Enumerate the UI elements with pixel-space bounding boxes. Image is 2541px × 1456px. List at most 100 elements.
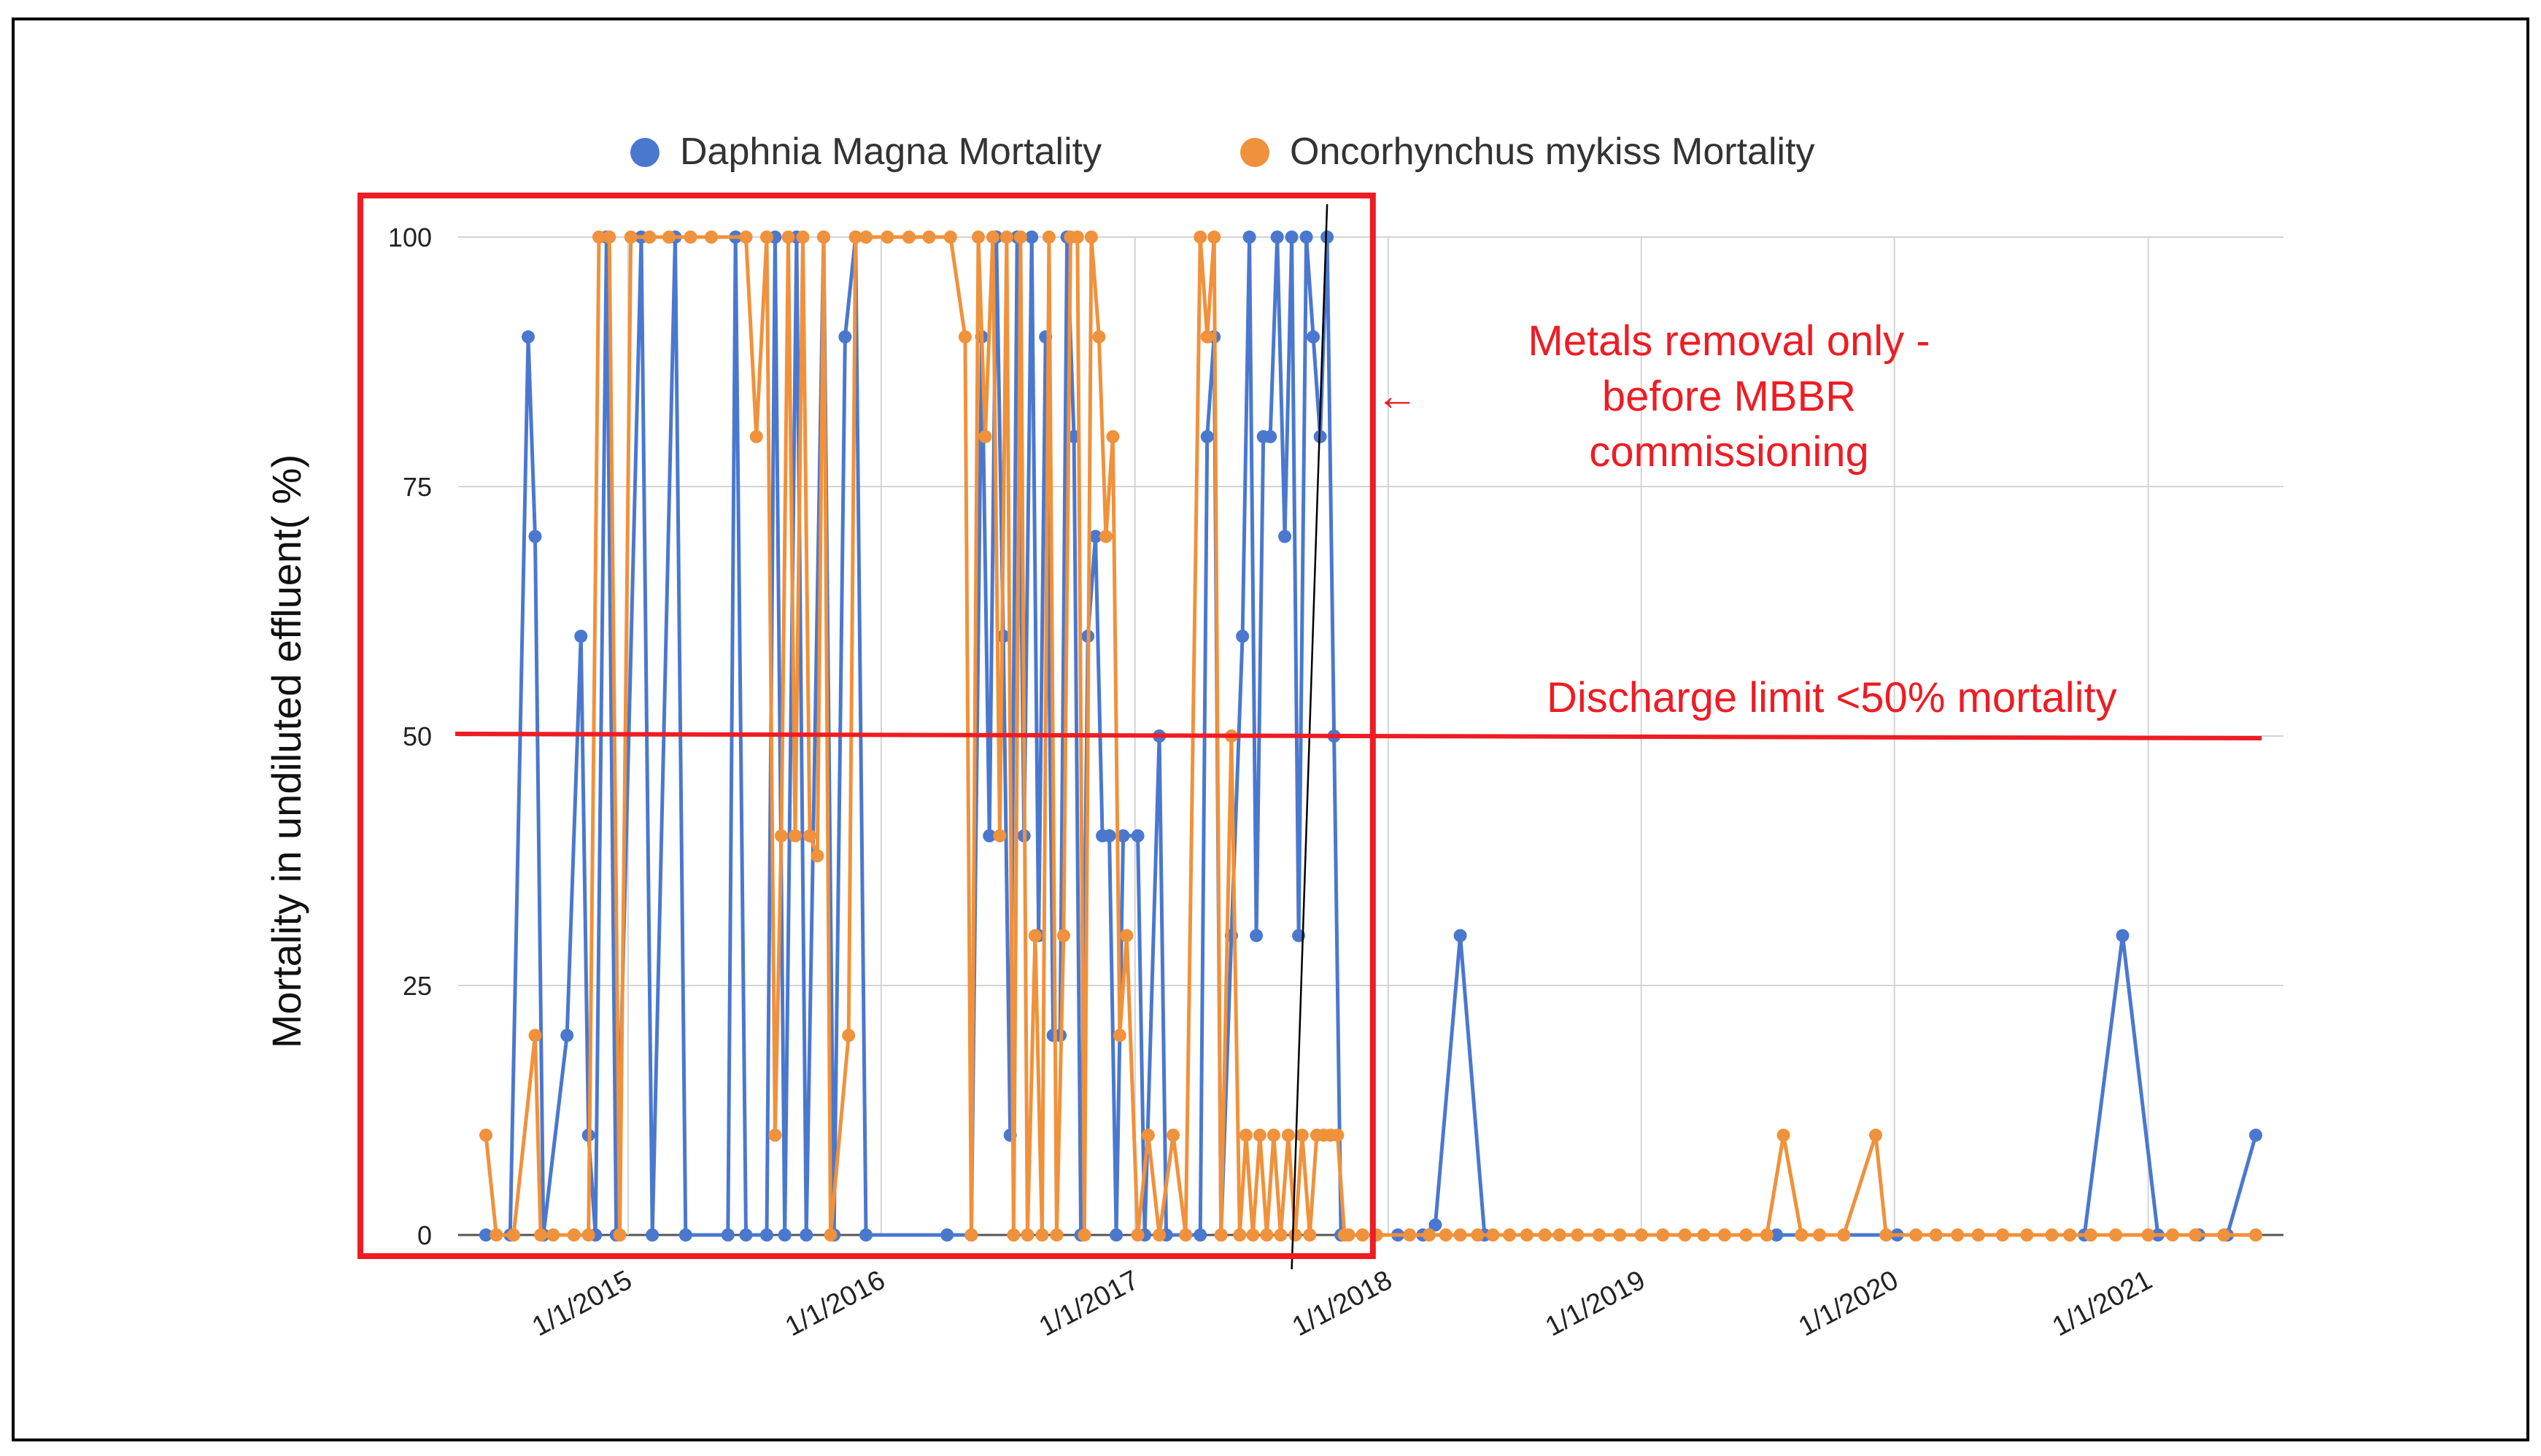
data-point [1697,1228,1711,1242]
data-point [1266,1128,1280,1142]
data-point [2116,929,2130,942]
data-point [1471,1228,1485,1242]
legend: Daphnia Magna Mortality Oncorhynchus myk… [630,131,1815,173]
data-point [1092,330,1106,344]
data-point [983,829,997,843]
x-tick-label: 1/1/2021 [2048,1265,2157,1343]
data-point [1439,1228,1453,1242]
data-point [1236,630,1250,643]
data-point [1242,231,1256,244]
data-point [2189,1228,2202,1242]
data-point [1239,1128,1253,1142]
data-point [613,1228,627,1242]
box-label-line-1: Metals removal only - [1528,317,1930,365]
data-point [1422,1228,1436,1242]
data-point [1270,231,1284,244]
data-point [800,1228,813,1242]
data-point [1116,829,1130,843]
data-point [943,231,957,244]
x-tick-label: 1/1/2017 [1034,1265,1144,1343]
y-tick-label: 25 [403,971,432,1001]
data-point [528,530,542,543]
data-point [1879,1228,1893,1242]
data-point [1179,1228,1193,1242]
data-point [1274,1228,1288,1242]
data-point [678,1228,692,1242]
data-point [1214,1228,1228,1242]
data-point [1207,231,1221,244]
data-point [2109,1228,2122,1242]
data-point [760,231,773,244]
data-point [646,1228,660,1242]
data-point [817,231,830,244]
data-point [721,1228,735,1242]
y-tick-label: 100 [388,222,432,252]
data-point [534,1228,548,1242]
data-point [1592,1228,1606,1242]
data-point [1088,530,1102,543]
data-point [922,231,936,244]
data-point [1760,1228,1774,1242]
data-point [940,1228,954,1242]
data-point [1403,1228,1417,1242]
data-point [1295,1128,1309,1142]
data-point [859,231,873,244]
series-oncorhynchus [479,231,2262,1242]
data-point [1050,1228,1064,1242]
data-point [1021,1228,1034,1242]
data-point [1303,1228,1317,1242]
data-point [574,630,588,643]
data-point [1951,1228,1965,1242]
data-point [1453,1228,1467,1242]
y-tick-label: 75 [403,472,432,502]
x-tick-label: 1/1/2020 [1794,1265,1903,1343]
data-point [1028,929,1042,942]
data-point [1453,929,1467,942]
data-point [1013,231,1027,244]
data-point [760,1228,773,1242]
data-point [1131,829,1145,843]
data-point [803,829,816,843]
data-point [796,231,810,244]
data-point [1929,1228,1943,1242]
data-point [1281,1128,1295,1142]
data-point [1120,929,1134,942]
data-point [739,1228,753,1242]
series-line [486,235,2258,1237]
data-point [1634,1228,1648,1242]
y-axis-ticks: 0 25 50 75 100 [388,222,432,1250]
data-point [789,829,802,843]
data-point [1320,231,1334,244]
data-point [507,1228,520,1242]
data-point [624,231,638,244]
data-point [986,231,999,244]
data-point [964,1228,978,1242]
data-point [1246,1228,1260,1242]
data-point [1070,231,1084,244]
data-point [1025,231,1039,244]
data-point [528,1029,542,1042]
data-point [1153,1228,1167,1242]
x-tick-label: 1/1/2015 [527,1265,637,1343]
data-point [1656,1228,1670,1242]
data-point [958,330,972,344]
data-point [1613,1228,1627,1242]
data-point [643,231,657,244]
data-point [2217,1228,2231,1242]
data-point [1035,1228,1049,1242]
data-point [1428,1218,1442,1232]
data-point [1131,1228,1145,1242]
data-point [2045,1228,2059,1242]
data-point [2141,1228,2155,1242]
data-point [902,231,916,244]
data-point [1200,330,1214,344]
data-point [560,1029,574,1042]
data-point [1486,1228,1500,1242]
data-point [1355,1228,1369,1242]
data-point [546,1228,560,1242]
data-point [1342,1228,1355,1242]
data-point [1571,1228,1585,1242]
data-point [522,330,535,344]
